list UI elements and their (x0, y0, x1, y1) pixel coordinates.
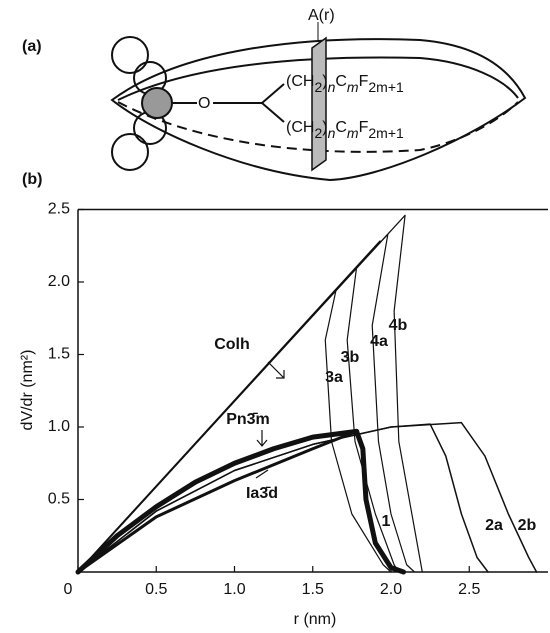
atom-label: O (198, 95, 210, 112)
chain-part: ) (322, 73, 327, 90)
y-tick-label: 1.0 (48, 418, 70, 435)
x-tick-label: 1.0 (223, 581, 245, 598)
molecule-diagram (110, 22, 527, 182)
data-line (75, 428, 360, 575)
chain-part: C (335, 73, 347, 90)
chain-part: n (328, 125, 336, 141)
arrow-head (256, 439, 268, 447)
chain-part: n (328, 79, 336, 95)
x-tick-label: 0 (64, 581, 73, 598)
y-tick-label: 2.5 (48, 201, 70, 218)
chain-label: (CH2)nCmF2m+1 (286, 73, 404, 94)
chain-part: ) (322, 119, 327, 136)
area-label: A(r) (308, 7, 335, 24)
data-line (77, 233, 416, 573)
core-atom (141, 87, 173, 119)
x-tick-label: 0.5 (145, 581, 167, 598)
series-label: 1 (382, 513, 391, 530)
chain-part: 2 (314, 79, 322, 95)
chain-part: F (359, 119, 369, 136)
series-label: 3a (325, 369, 343, 386)
chain-label: (CH2)nCmF2m+1 (286, 119, 404, 140)
bond (261, 102, 285, 123)
chain-part: (CH (286, 119, 314, 136)
y-tick-label: 2.0 (48, 273, 70, 290)
data-line (354, 428, 407, 575)
chain-part: m (347, 125, 359, 141)
y-tick-label: 0.5 (48, 491, 70, 508)
chain-part: F (359, 73, 369, 90)
y-axis-label: dV/dr (nm²) (19, 350, 36, 431)
outer-shape (110, 38, 527, 182)
panel-label: (a) (22, 38, 42, 55)
chain-part: 2 (314, 125, 322, 141)
data-line (77, 421, 538, 573)
inner-bottom (117, 101, 519, 153)
series-label: 2a (485, 517, 503, 534)
series-label: 2b (518, 517, 537, 534)
arrow-head (276, 370, 285, 379)
y-tick-label: 1.5 (48, 346, 70, 363)
chain-part: 2m+1 (368, 125, 404, 141)
annotation-arrows (255, 361, 285, 479)
series-label: Pn3̄m (226, 411, 270, 428)
x-axis-label: r (nm) (294, 611, 337, 628)
data-line (76, 429, 359, 574)
atom (111, 133, 149, 171)
chain-part: (CH (286, 73, 314, 90)
arrow (267, 361, 285, 379)
series-label: 3b (341, 349, 360, 366)
series-label: Ia3̄d (246, 485, 278, 502)
x-tick-label: 2.5 (458, 581, 480, 598)
x-tick-label: 2.0 (380, 581, 402, 598)
atom (111, 36, 149, 74)
arrow (255, 469, 269, 479)
chain-part: m (347, 79, 359, 95)
chain-part: 2m+1 (368, 79, 404, 95)
bond (261, 83, 285, 104)
chain-part: C (335, 119, 347, 136)
series-label: 4a (370, 333, 388, 350)
series-label: 4b (389, 317, 408, 334)
inner-top (117, 56, 519, 101)
data-line (77, 214, 423, 573)
x-tick-label: 1.5 (302, 581, 324, 598)
panel-label: (b) (22, 171, 42, 188)
series-label: Colh (214, 336, 250, 353)
cross-section (311, 36, 327, 172)
